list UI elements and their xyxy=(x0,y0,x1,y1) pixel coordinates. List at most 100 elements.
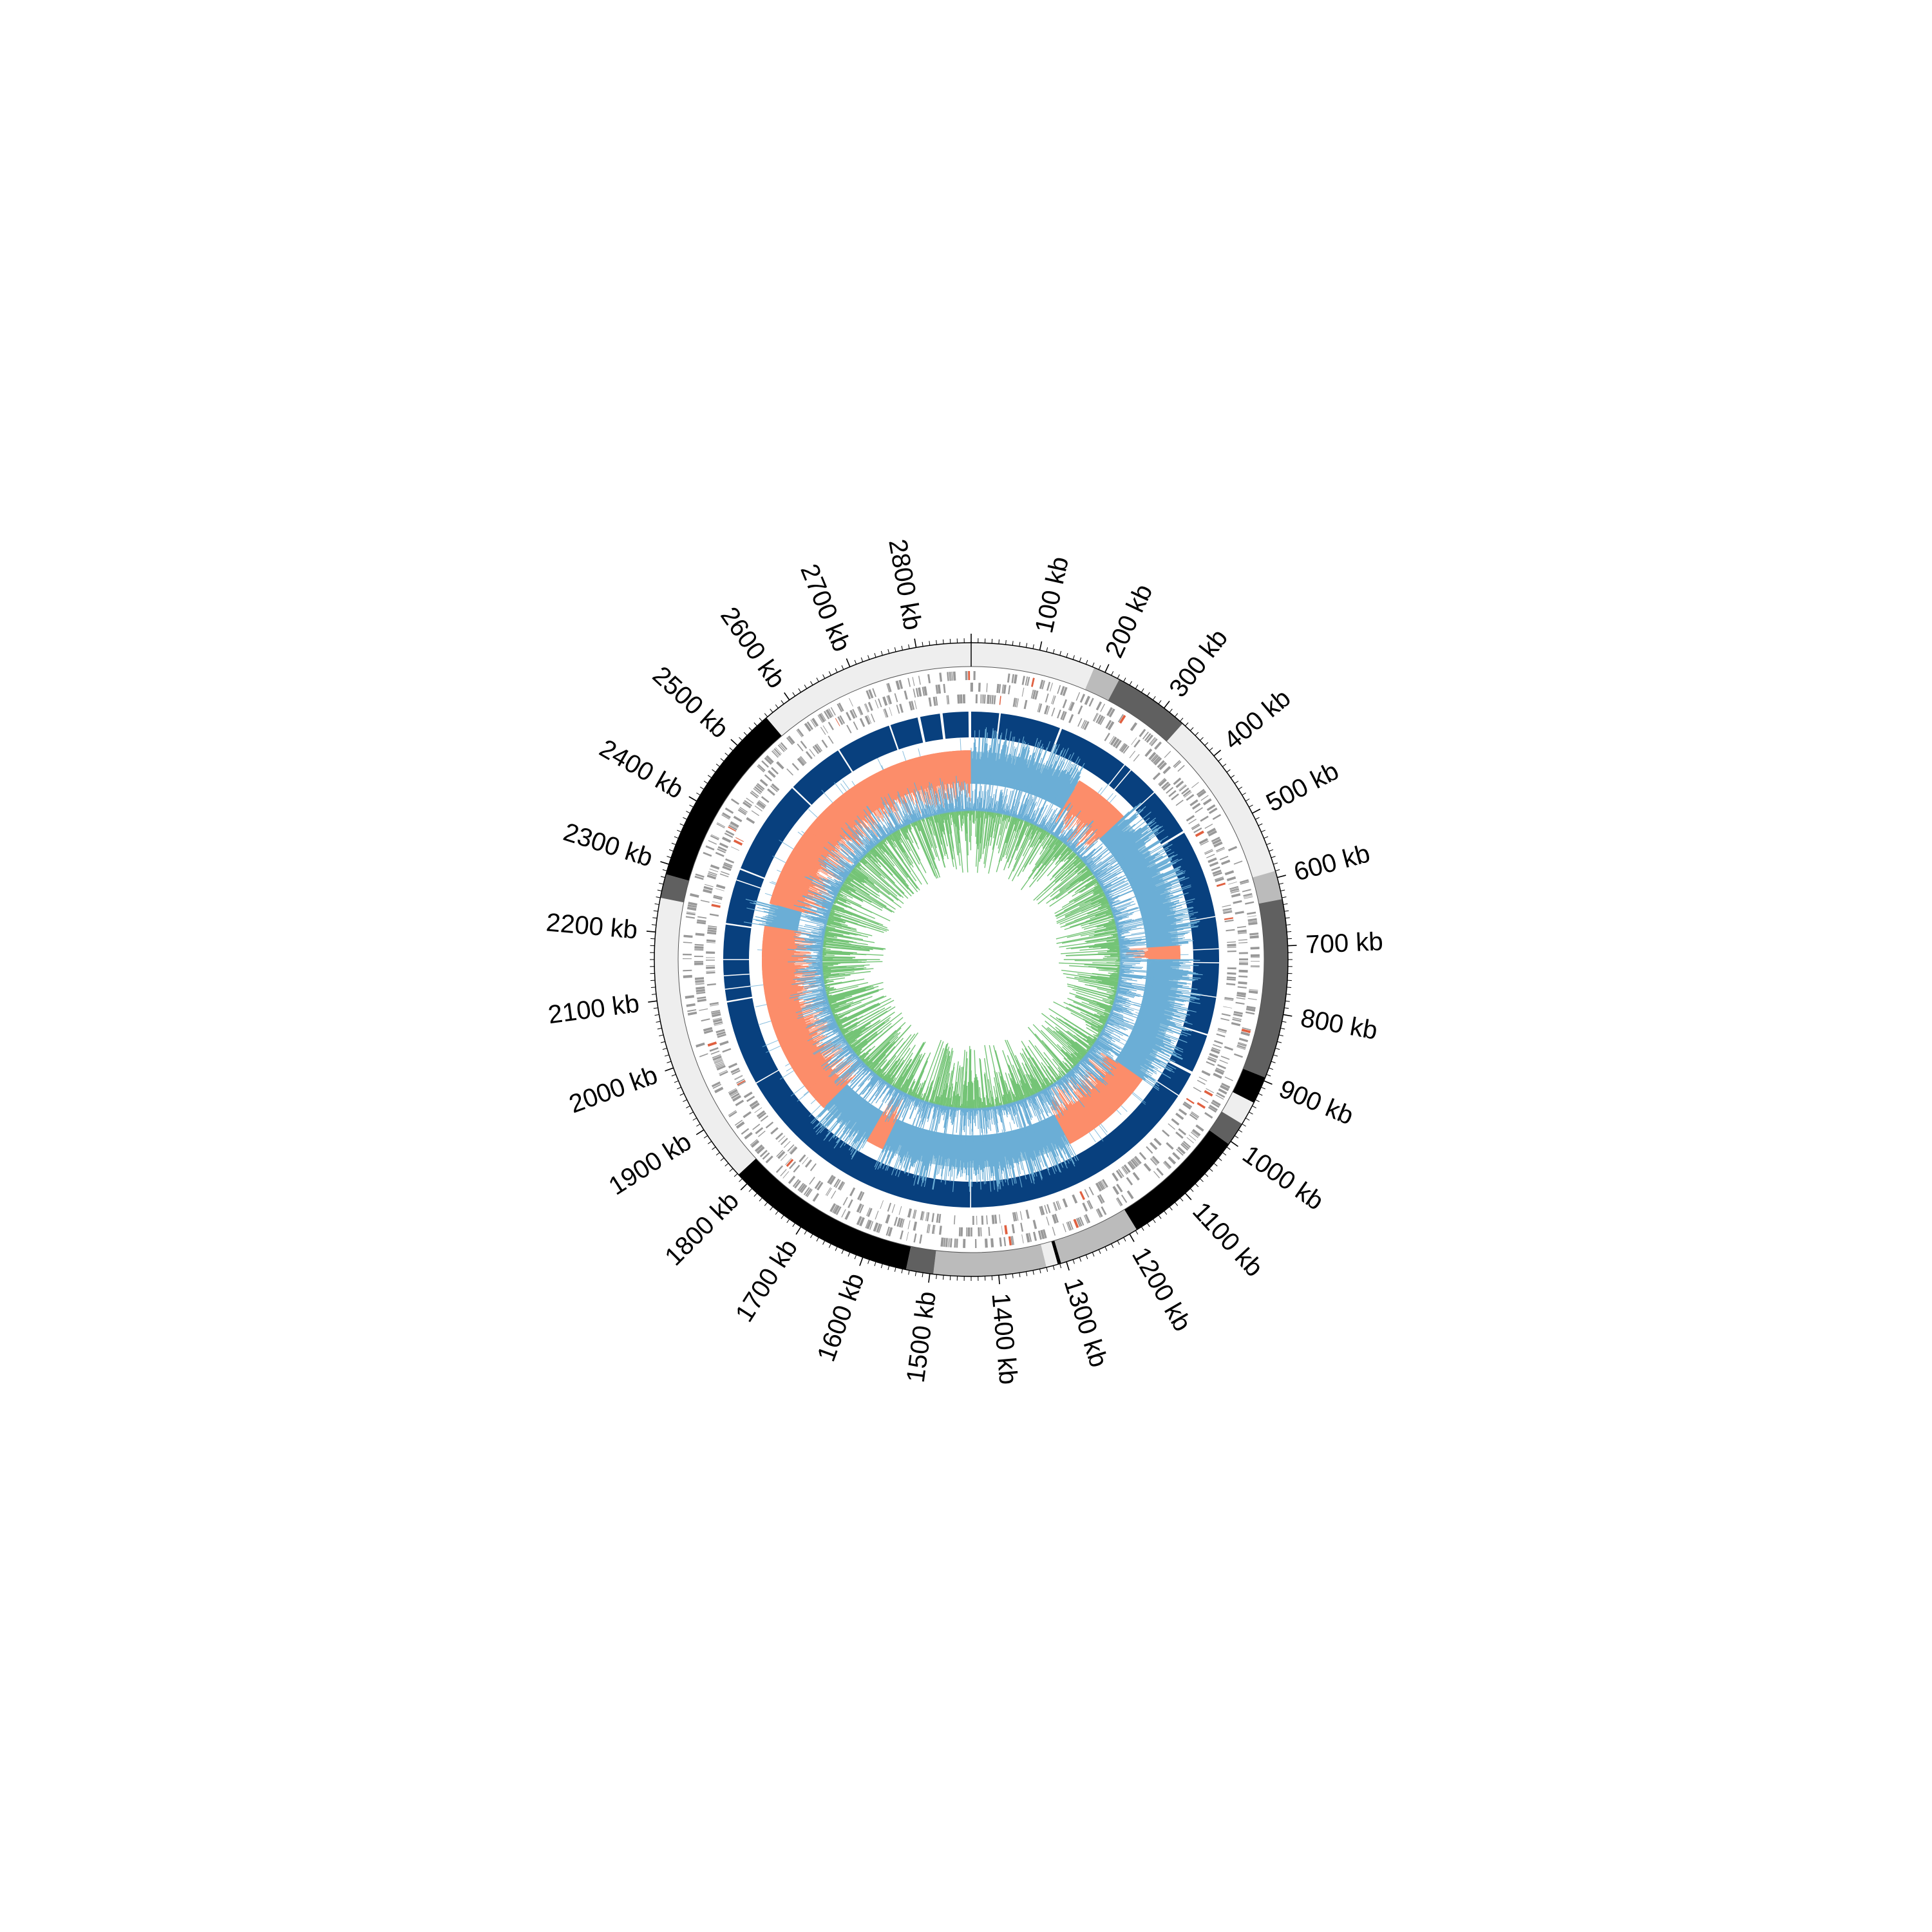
minor-tick xyxy=(729,1168,734,1172)
minor-tick xyxy=(1234,781,1239,784)
minor-tick xyxy=(828,1244,831,1248)
major-tick xyxy=(1039,641,1043,650)
blue-block-18 xyxy=(890,717,923,750)
minor-tick xyxy=(1252,1105,1256,1108)
minor-tick xyxy=(1255,1099,1260,1103)
tick-label: 100 kb xyxy=(1030,554,1074,636)
blue-block-7 xyxy=(1183,963,1219,1034)
major-tick xyxy=(795,1226,802,1235)
minor-tick xyxy=(743,732,748,736)
outer-segment-15 xyxy=(738,1158,911,1270)
tick-label: 2200 kb xyxy=(545,908,639,944)
minor-tick xyxy=(674,836,679,839)
major-tick xyxy=(1230,1141,1238,1147)
minor-tick xyxy=(1098,1249,1101,1254)
minor-tick xyxy=(764,713,768,717)
major-tick xyxy=(928,1273,931,1283)
minor-tick xyxy=(1092,662,1095,667)
minor-tick xyxy=(1059,1264,1062,1269)
minor-tick xyxy=(696,1123,701,1127)
minor-tick xyxy=(659,1034,664,1037)
gc-skew-track xyxy=(743,727,1203,1192)
minor-tick xyxy=(720,758,724,762)
outer-segment-9 xyxy=(1124,1130,1229,1230)
minor-tick xyxy=(679,1093,685,1096)
minor-tick xyxy=(720,1157,724,1161)
tick-label: 600 kb xyxy=(1291,839,1373,887)
minor-tick xyxy=(828,671,831,676)
blue-block-separator xyxy=(736,879,761,889)
tick-label: 1500 kb xyxy=(902,1290,942,1385)
minor-tick xyxy=(1135,685,1139,689)
minor-tick xyxy=(1046,647,1048,652)
minor-tick xyxy=(1200,737,1204,741)
minor-tick xyxy=(692,1117,697,1121)
outer-segment-6 xyxy=(1232,1068,1265,1103)
outer-segment-0 xyxy=(971,643,1095,690)
tick-label: 200 kb xyxy=(1100,580,1159,662)
minor-tick xyxy=(894,647,896,652)
blue-block-6 xyxy=(1162,833,1220,963)
blue-block-separator xyxy=(1189,916,1216,922)
minor-tick xyxy=(689,804,694,808)
minor-tick xyxy=(1209,1168,1213,1172)
minor-tick xyxy=(1117,1240,1120,1245)
blue-block-8 xyxy=(1169,1027,1208,1072)
minor-tick xyxy=(1284,1007,1289,1009)
major-tick xyxy=(914,638,917,648)
minor-tick xyxy=(1282,1021,1287,1023)
minor-tick xyxy=(1039,1269,1041,1274)
minor-tick xyxy=(1146,1222,1150,1227)
minor-tick xyxy=(1098,665,1101,670)
minor-tick xyxy=(1249,1112,1253,1115)
minor-tick xyxy=(1204,1173,1209,1177)
minor-tick xyxy=(1104,1246,1108,1251)
blue-block-3 xyxy=(1109,765,1131,790)
minor-tick xyxy=(1072,1259,1075,1264)
minor-tick xyxy=(936,1274,937,1280)
minor-tick xyxy=(867,1259,870,1264)
minor-tick xyxy=(1271,856,1276,858)
minor-tick xyxy=(1261,1086,1265,1090)
minor-tick xyxy=(696,792,701,796)
tick-label: 2500 kb xyxy=(647,661,734,744)
minor-tick xyxy=(664,1054,669,1057)
outer-segment-5 xyxy=(1243,899,1289,1078)
minor-tick xyxy=(1271,1061,1276,1063)
tick-label: 1600 kb xyxy=(812,1269,870,1365)
blue-block-0 xyxy=(971,712,999,739)
minor-tick xyxy=(764,1202,768,1206)
major-tick xyxy=(730,739,738,746)
minor-tick xyxy=(1158,1215,1162,1219)
minor-tick xyxy=(1258,1093,1263,1096)
minor-tick xyxy=(1238,1129,1243,1133)
minor-tick xyxy=(1234,1135,1239,1139)
minor-tick xyxy=(860,657,864,662)
minor-tick xyxy=(901,645,903,650)
minor-tick xyxy=(1275,1048,1280,1050)
minor-tick xyxy=(1249,804,1253,808)
minor-tick xyxy=(841,1249,844,1254)
blue-block-5 xyxy=(1135,793,1184,845)
major-tick xyxy=(784,692,790,701)
minor-tick xyxy=(1012,641,1014,646)
blue-block-16 xyxy=(793,750,852,805)
minor-tick xyxy=(1226,1146,1231,1150)
tick-label: 2400 kb xyxy=(594,734,688,804)
tick-label: 500 kb xyxy=(1262,757,1343,817)
outer-segment-18 xyxy=(666,717,782,881)
minor-tick xyxy=(1245,799,1250,802)
minor-tick xyxy=(1117,674,1120,679)
minor-tick xyxy=(759,717,762,722)
major-tick xyxy=(1264,1080,1273,1085)
tick-label: 400 kb xyxy=(1218,684,1296,755)
minor-tick xyxy=(739,1178,743,1182)
major-tick xyxy=(696,1129,705,1135)
minor-tick xyxy=(1123,1237,1126,1242)
minor-tick xyxy=(1222,1152,1227,1156)
minor-tick xyxy=(804,685,808,689)
gc-skew-negative-spikes xyxy=(761,750,1181,1150)
minor-tick xyxy=(1185,722,1189,726)
tick-label: 1800 kb xyxy=(659,1186,744,1271)
minor-tick xyxy=(1085,1255,1088,1260)
